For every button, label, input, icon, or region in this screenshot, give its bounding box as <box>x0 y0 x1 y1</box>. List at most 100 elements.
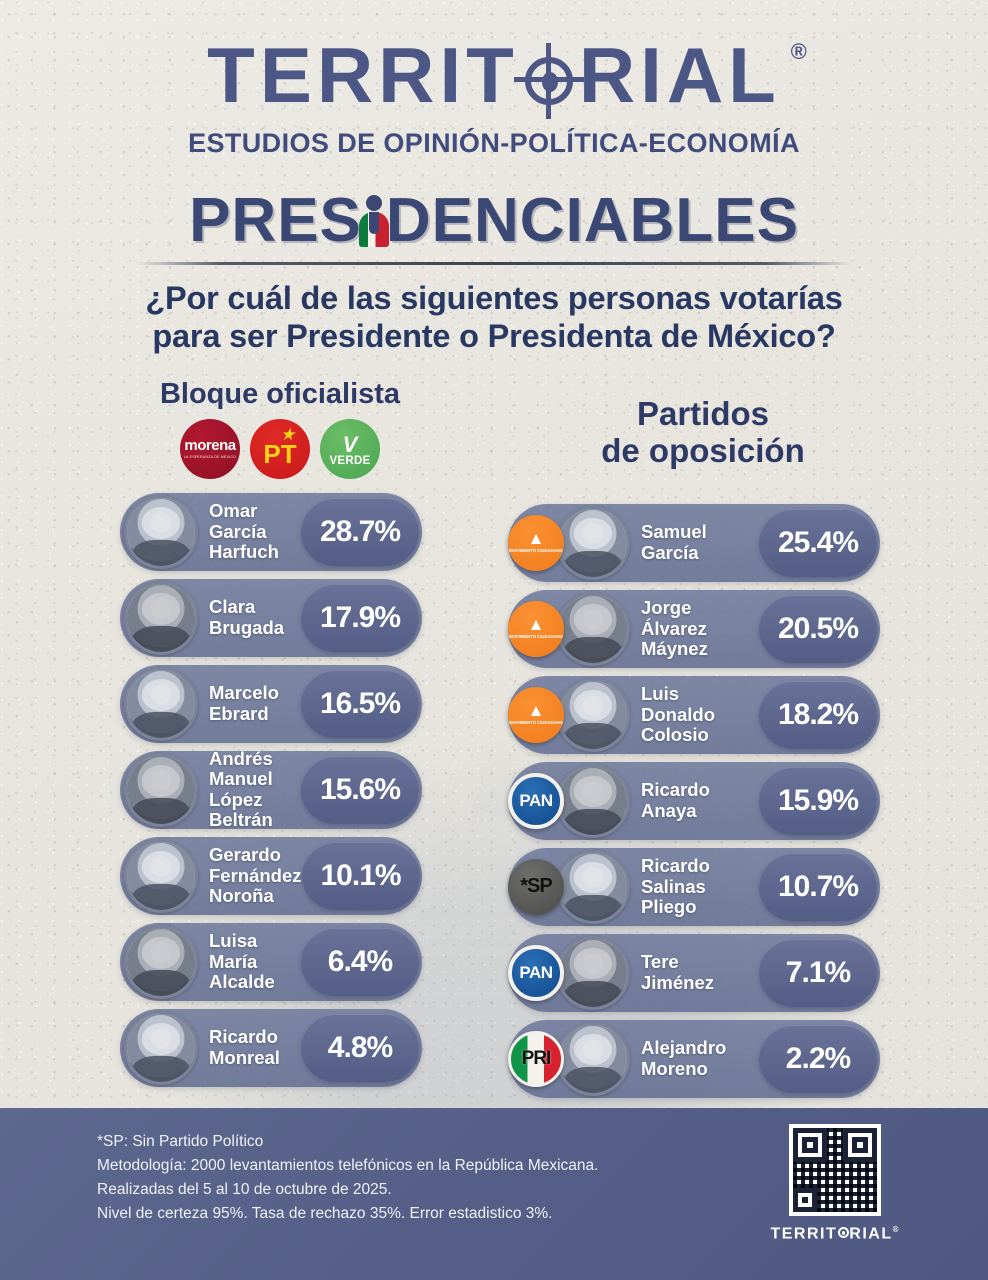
candidate-row[interactable]: Gerardo Fernández Noroña 10.1% <box>120 836 422 915</box>
candidate-name-line: Samuel <box>641 521 707 543</box>
morena-label: morena <box>184 437 236 455</box>
candidate-name: Marcelo Ebrard <box>209 683 301 724</box>
candidate-row[interactable]: Omar García Harfuch 28.7% <box>120 492 422 571</box>
qr-code[interactable] <box>789 1124 882 1216</box>
candidate-row[interactable]: ▲ MOVIMIENTO CIUDADANO Samuel García 25.4% <box>508 503 880 582</box>
candidate-name-line: Ebrard <box>209 702 269 724</box>
candidate-percentage: 18.2% <box>759 680 877 749</box>
official-bloc-column: Bloque oficialista morena LA ESPERANZA D… <box>120 378 440 1095</box>
candidate-avatar <box>556 935 630 1010</box>
candidate-name-line: López <box>209 788 263 810</box>
candidate-avatar <box>556 1021 630 1096</box>
opposition-candidate-list: ▲ MOVIMIENTO CIUDADANO Samuel García 25.4% ▲ M… <box>508 503 898 1098</box>
candidate-name: Ricardo Anaya <box>641 779 759 821</box>
candidate-avatar <box>124 924 198 999</box>
candidate-name: Samuel García <box>641 521 759 563</box>
presidenciables-title-block: PRES DENCIABLES <box>0 185 988 256</box>
candidate-percentage: 17.9% <box>301 583 419 652</box>
mc-label: MOVIMIENTO CIUDADANO <box>509 634 563 640</box>
candidate-percentage: 7.1% <box>759 938 877 1007</box>
toucan-v-icon: V <box>342 431 358 457</box>
mc-wing-icon: ▲ <box>527 615 545 635</box>
candidate-avatar <box>556 763 630 838</box>
crosshair-icon <box>513 43 584 119</box>
candidate-row[interactable]: Luisa María Alcalde 6.4% <box>120 922 422 1001</box>
brand-tagline: ESTUDIOS DE OPINIÓN-POLÍTICA-ECONOMÍA <box>188 128 800 159</box>
candidate-avatar <box>556 591 630 666</box>
candidate-name-line: Jorge <box>641 597 692 619</box>
candidate-name-line: Máynez <box>641 637 708 659</box>
candidate-avatar <box>124 1010 198 1085</box>
candidate-row[interactable]: *SP Ricardo Salinas Pliego 10.7% <box>508 847 880 926</box>
party-badge-sp: *SP <box>508 858 564 915</box>
pan-label: PAN <box>519 962 553 982</box>
candidate-name-line: Manuel <box>209 768 273 790</box>
candidate-name-line: Beltrán <box>209 809 273 831</box>
candidate-name-line: Clara <box>209 596 256 618</box>
verde-label: VERDE <box>329 454 371 467</box>
candidate-name-line: Noroña <box>209 884 274 906</box>
candidate-name: Ricardo Monreal <box>209 1027 301 1068</box>
candidate-row[interactable]: Ricardo Monreal 4.8% <box>120 1008 422 1087</box>
candidate-avatar <box>556 677 630 752</box>
candidate-row[interactable]: Clara Brugada 17.9% <box>120 578 422 657</box>
pri-label: PRI <box>521 1047 552 1069</box>
candidate-name-line: Ricardo <box>209 1026 278 1048</box>
party-badge-pri: PRI <box>508 1030 564 1087</box>
candidate-avatar <box>124 494 198 569</box>
candidate-avatar <box>556 505 630 580</box>
candidate-name-line: García <box>641 541 699 563</box>
candidate-percentage: 25.4% <box>759 508 877 577</box>
candidate-row[interactable]: ▲ MOVIMIENTO CIUDADANO Jorge Álvarez Máynez 2… <box>508 589 880 668</box>
candidate-row[interactable]: PAN Ricardo Anaya 15.9% <box>508 761 880 840</box>
candidate-name: Gerardo Fernández Noroña <box>209 844 302 906</box>
crosshair-dot-icon <box>837 1227 849 1239</box>
candidate-name-line: Anaya <box>641 799 697 821</box>
footnote-sp: *SP: Sin Partido Político <box>97 1133 264 1150</box>
mc-label: MOVIMIENTO CIUDADANO <box>509 548 563 554</box>
candidate-name-line: Luisa <box>209 930 258 952</box>
candidate-name-line: Alejandro <box>641 1037 727 1059</box>
party-badge-mc: ▲ MOVIMIENTO CIUDADANO <box>508 514 564 571</box>
party-badge-pan: PAN <box>508 944 564 1001</box>
candidate-name-line: Fernández <box>209 864 302 886</box>
candidate-name-line: Alcalde <box>209 970 275 992</box>
candidate-name: Andrés Manuel López Beltrán <box>209 748 301 831</box>
mc-label: MOVIMIENTO CIUDADANO <box>509 720 563 726</box>
candidate-name: Luisa María Alcalde <box>209 930 301 992</box>
candidate-name: Ricardo Salinas Pliego <box>641 855 759 917</box>
pt-logo: ★ PT <box>250 418 310 479</box>
opposition-heading-line1: Partidos <box>636 394 770 432</box>
candidate-name-line: Harfuch <box>209 540 279 562</box>
footer-band: *SP: Sin Partido Político Metodología: 2… <box>0 1108 988 1280</box>
candidate-name-line: Andrés <box>209 748 273 770</box>
candidate-name-line: Gerardo <box>209 844 281 866</box>
party-badge-mc: ▲ MOVIMIENTO CIUDADANO <box>508 686 564 743</box>
candidate-avatar <box>124 580 198 655</box>
candidate-avatar <box>124 666 198 741</box>
morena-sublabel: LA ESPERANZA DE MÉXICO <box>183 455 237 460</box>
footer-logo-before: TERRIT <box>770 1225 838 1243</box>
candidate-name-line: Ricardo <box>641 855 710 877</box>
candidate-percentage: 15.6% <box>301 755 419 824</box>
candidate-row[interactable]: ▲ MOVIMIENTO CIUDADANO Luis Donaldo Colosio 1… <box>508 675 880 754</box>
candidate-percentage: 6.4% <box>301 927 419 996</box>
brand-header: TERRIT RIAL ® <box>0 0 988 119</box>
candidate-percentage: 28.7% <box>301 497 419 566</box>
poll-question: ¿Por cuál de las siguientes personas vot… <box>0 279 988 356</box>
territorial-logo: TERRIT RIAL ® <box>207 36 807 119</box>
candidate-percentage: 2.2% <box>759 1024 877 1093</box>
candidate-avatar <box>556 849 630 924</box>
qr-block[interactable]: TERRIT RIAL® <box>770 1124 900 1243</box>
pan-label: PAN <box>519 790 553 810</box>
title-divider <box>136 262 852 266</box>
page-title: PRES DENCIABLES <box>189 185 799 256</box>
candidate-row[interactable]: PAN Tere Jiménez 7.1% <box>508 933 880 1012</box>
candidate-name-line: Colosio <box>641 723 709 745</box>
candidate-row[interactable]: Marcelo Ebrard 16.5% <box>120 664 422 743</box>
party-badge-pan: PAN <box>508 772 564 829</box>
candidate-row[interactable]: PRI Alejandro Moreno 2.2% <box>508 1019 880 1098</box>
title-text-before: PRES <box>189 186 362 256</box>
candidate-name-line: Jiménez <box>641 971 715 993</box>
candidate-row[interactable]: Andrés Manuel López Beltrán 15.6% <box>120 748 422 831</box>
